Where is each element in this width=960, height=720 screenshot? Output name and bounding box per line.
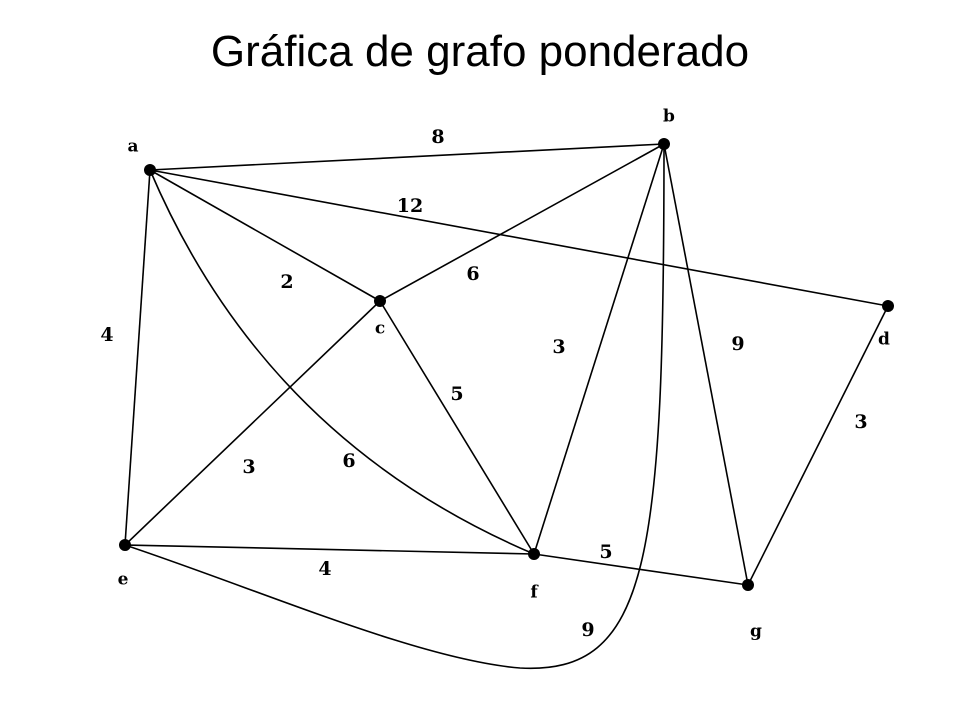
node-label-g: g (750, 622, 762, 642)
nodes-layer: a b c d e f g (118, 107, 894, 642)
node-b (658, 138, 670, 150)
node-label-c: c (375, 319, 385, 339)
weight-label-a-c: 2 (280, 271, 293, 293)
edge-b-f (533, 143, 665, 555)
node-label-e: e (118, 570, 129, 590)
node-label-f: f (530, 583, 539, 603)
node-f (528, 548, 540, 560)
weights-layer: 8 12 2 6 4 6 3 5 3 9 3 4 5 9 (100, 126, 867, 641)
weight-label-c-e: 3 (242, 456, 255, 478)
edge-a-c (149, 169, 381, 302)
weight-label-f-g: 5 (599, 541, 612, 563)
edge-a-f (149, 169, 535, 555)
node-label-d: d (878, 330, 890, 350)
weight-label-c-f: 5 (450, 383, 463, 405)
weight-label-e-b: 9 (581, 619, 594, 641)
node-c (374, 295, 386, 307)
weight-label-b-f: 3 (552, 336, 565, 358)
edge-b-g (663, 143, 749, 586)
weight-label-b-g: 9 (731, 333, 744, 355)
node-d (882, 300, 894, 312)
weight-label-b-c: 6 (466, 263, 479, 285)
edge-d-g (747, 305, 889, 586)
weight-label-e-f: 4 (318, 558, 331, 580)
node-g (742, 579, 754, 591)
edge-e-b (124, 143, 665, 670)
weight-label-a-e: 4 (100, 324, 113, 346)
edge-a-e (124, 169, 151, 546)
edges-layer (124, 143, 889, 670)
edge-e-f (124, 544, 535, 555)
edge-c-e (124, 300, 381, 546)
edge-a-d (149, 169, 889, 307)
node-e (119, 539, 131, 551)
weight-label-a-f: 6 (342, 450, 355, 472)
node-a (144, 164, 156, 176)
edge-b-c (379, 143, 665, 302)
weight-label-d-g: 3 (854, 411, 867, 433)
node-label-a: a (127, 137, 138, 157)
edge-f-g (533, 553, 749, 586)
edge-a-b (149, 143, 665, 171)
weight-label-a-d: 12 (397, 195, 423, 217)
edge-c-f (379, 300, 535, 555)
weight-label-a-b: 8 (431, 126, 444, 148)
node-label-b: b (663, 107, 675, 127)
slide-title: Gráfica de grafo ponderado (210, 27, 750, 76)
